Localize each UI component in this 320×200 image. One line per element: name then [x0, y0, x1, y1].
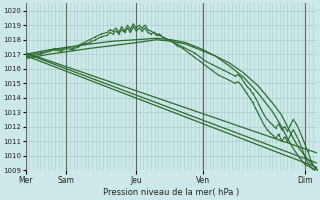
X-axis label: Pression niveau de la mer( hPa ): Pression niveau de la mer( hPa ) [103, 188, 239, 197]
